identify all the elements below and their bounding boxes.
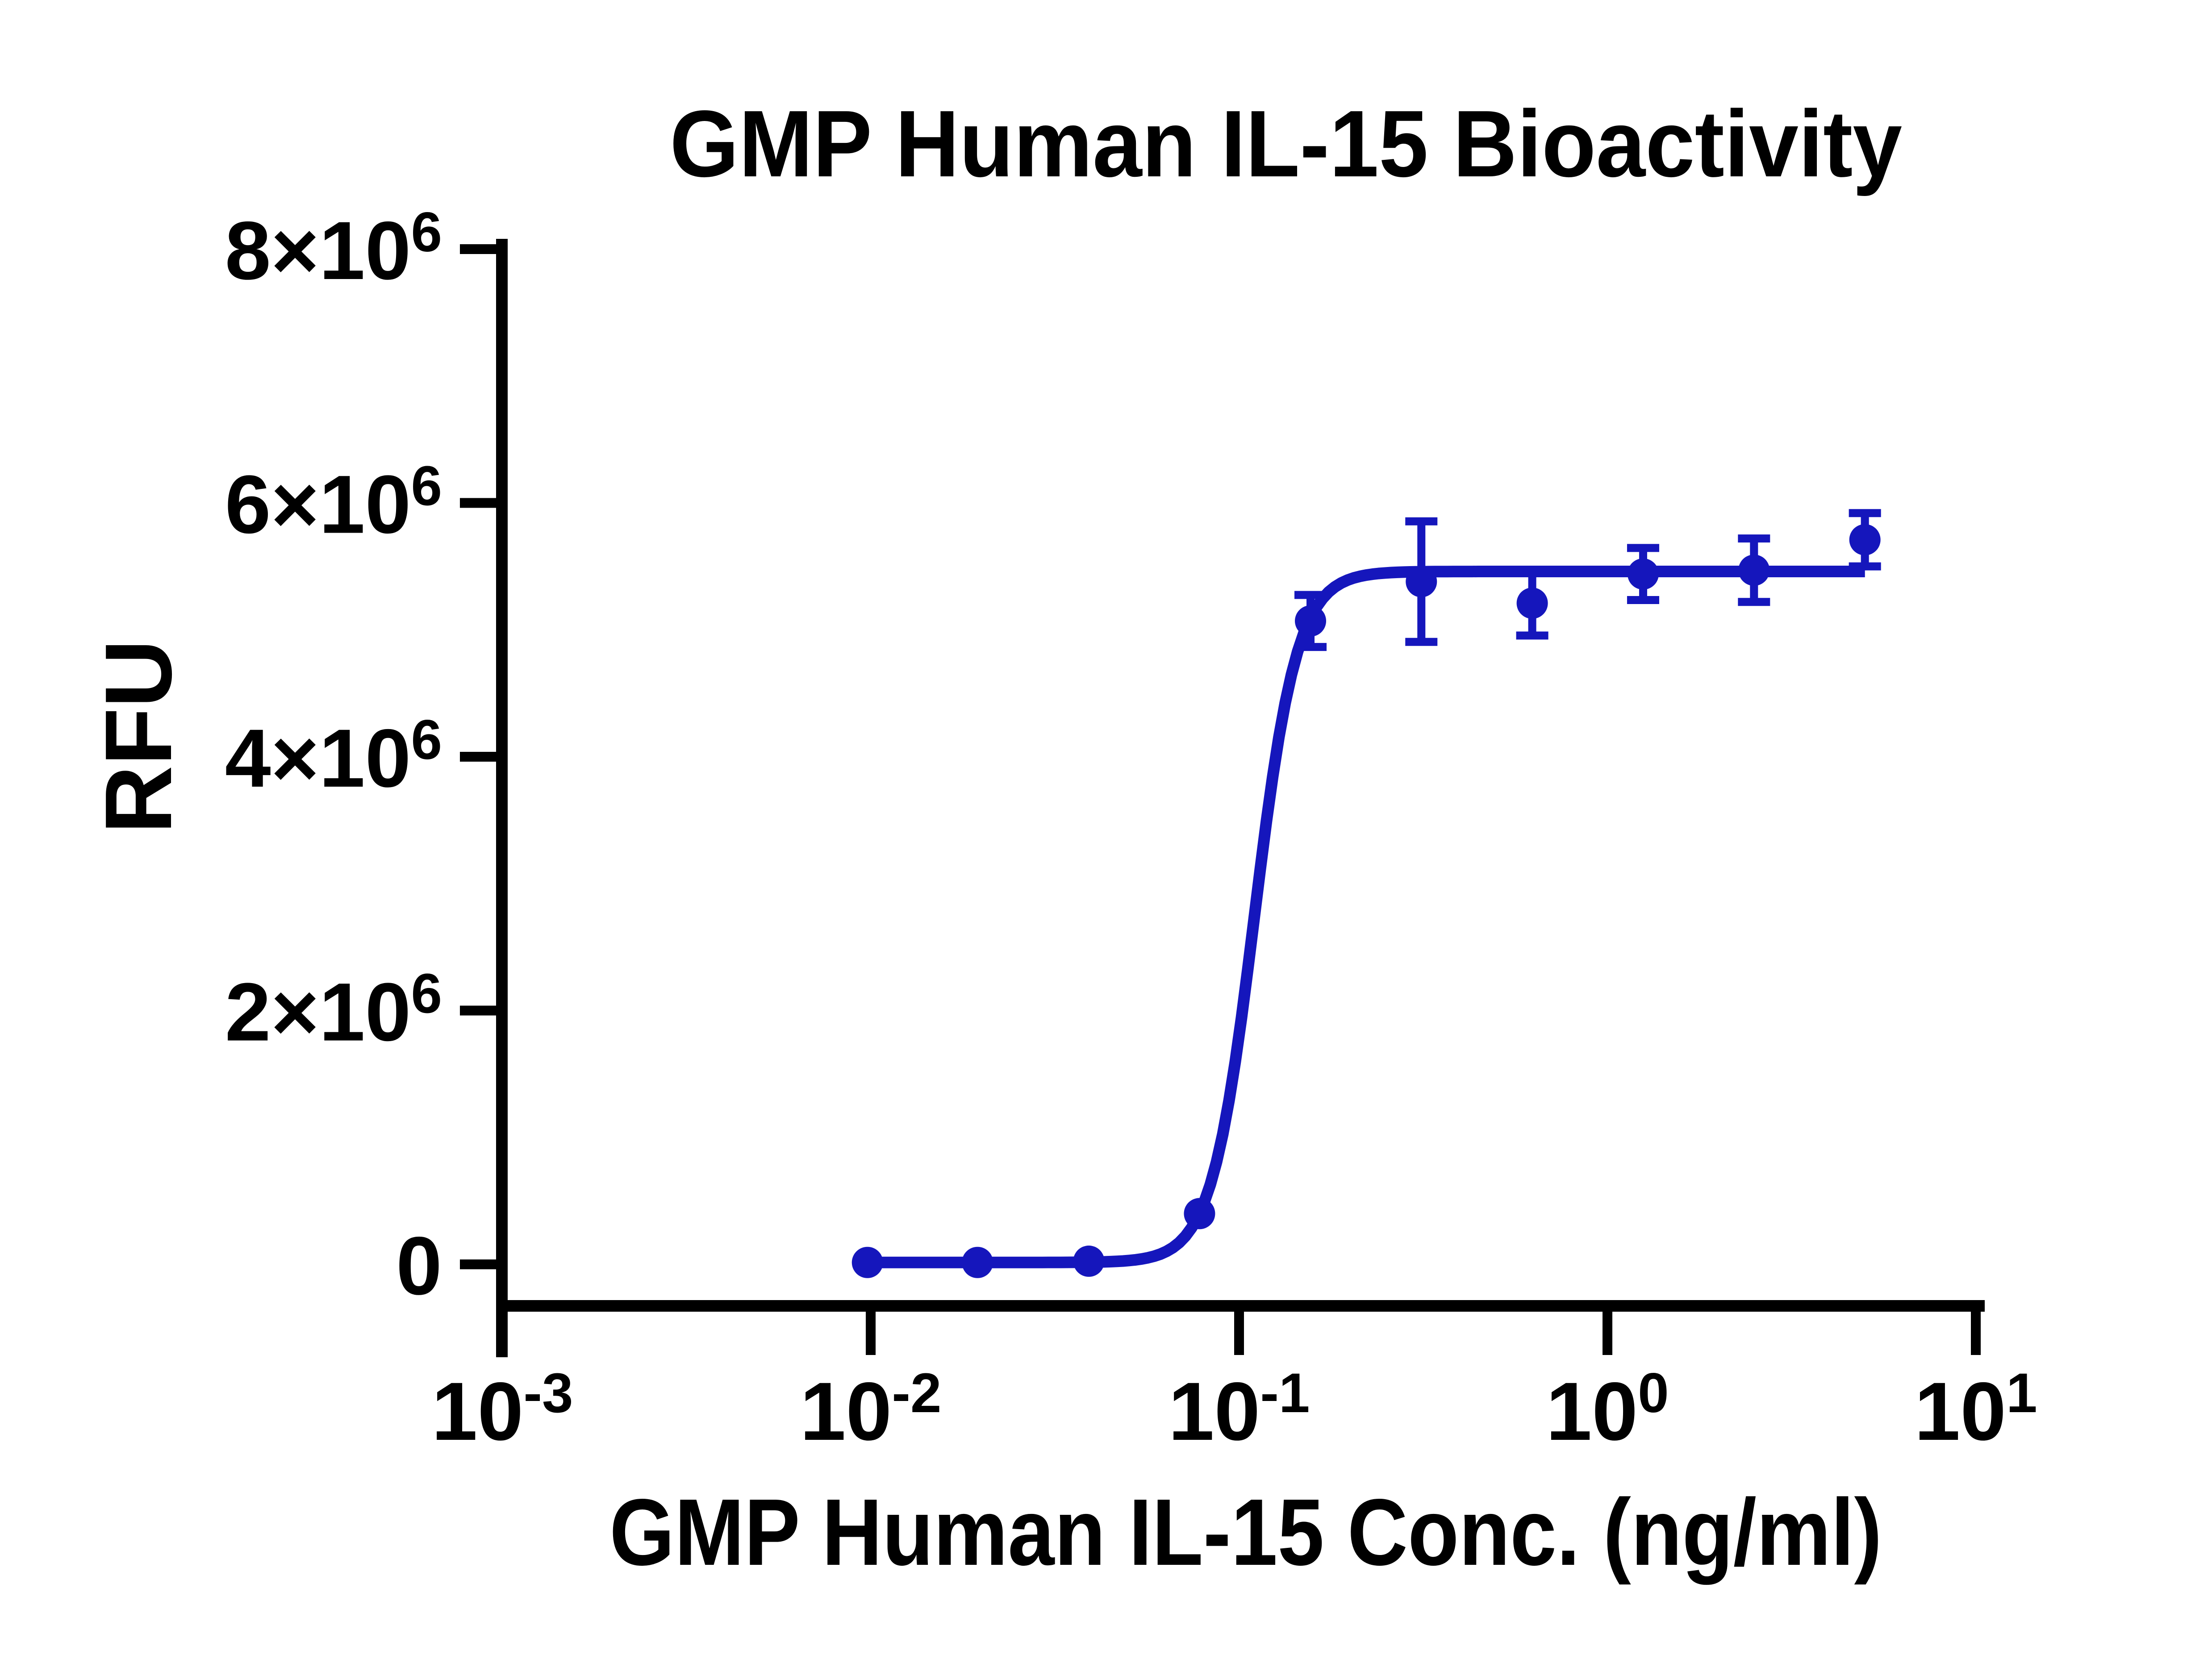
data-point: [1516, 588, 1548, 619]
x-tick-label: 10-1: [1169, 1362, 1310, 1458]
y-tick-label: 0: [396, 1220, 442, 1312]
data-point: [1849, 524, 1881, 555]
chart-title: GMP Human IL-15 Bioactivity: [670, 91, 1902, 196]
data-point: [851, 1247, 883, 1278]
y-tick-label: 2×106: [225, 963, 442, 1059]
x-tick-label: 10-2: [800, 1362, 942, 1458]
x-tick-label: 100: [1546, 1362, 1669, 1458]
data-point: [1295, 605, 1327, 637]
fit-curve-group: [867, 566, 1865, 1268]
y-tick-label: 4×106: [225, 709, 442, 805]
data-point: [1627, 558, 1659, 590]
data-point: [1073, 1245, 1105, 1277]
data-point: [1406, 566, 1437, 597]
data-point: [1184, 1198, 1215, 1230]
data-points-group: [851, 524, 1881, 1278]
x-tick-label: 10-3: [432, 1362, 573, 1458]
y-axis-title: RFU: [85, 639, 191, 834]
y-tick-label: 6×106: [225, 455, 442, 551]
data-point: [962, 1247, 993, 1278]
y-tick-label: 8×106: [225, 201, 442, 297]
x-tick-label: 101: [1914, 1362, 2037, 1458]
x-axis-title: GMP Human IL-15 Conc. (ng/ml): [609, 1479, 1882, 1585]
data-point: [1738, 554, 1770, 586]
fit-curve: [867, 566, 1865, 1268]
x-ticks-group: 10-3 10-2 10-1 100 101: [432, 1306, 2037, 1458]
y-ticks-group: 8×106 6×106 4×106 2×106 0: [225, 201, 508, 1312]
